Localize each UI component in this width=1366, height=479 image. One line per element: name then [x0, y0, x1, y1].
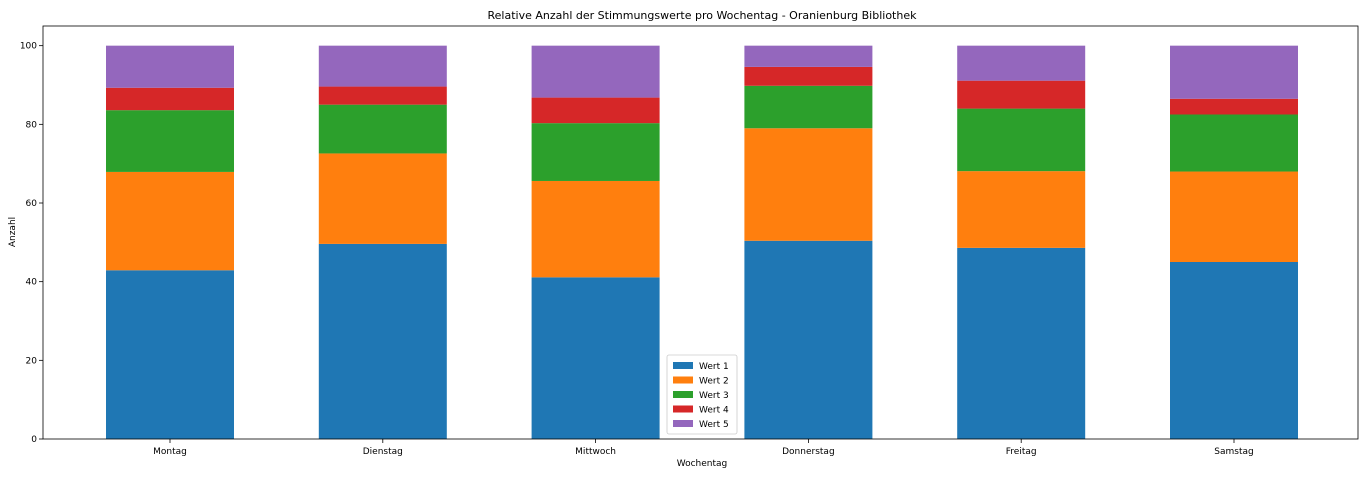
bar-freitag-wert-3	[957, 108, 1086, 172]
legend: Wert 1 Wert 2 Wert 3 Wert 4 Wert 5	[666, 354, 738, 435]
y-axis: 0 20 40 60 80 100	[20, 42, 43, 445]
x-tick-label-montag: Montag	[153, 447, 187, 457]
legend-swatch-wert-3	[673, 391, 693, 398]
bar-dienstag-wert-2	[318, 153, 447, 244]
bar-montag-wert-4	[106, 87, 234, 111]
bar-montag-wert-2	[106, 171, 234, 271]
y-tick-label: 0	[31, 435, 37, 445]
x-tick-label-mittwoch: Mittwoch	[575, 447, 616, 457]
bar-montag-wert-5	[106, 45, 234, 88]
bar-freitag-wert-4	[957, 80, 1086, 109]
bar-freitag-wert-2	[957, 171, 1086, 248]
bar-donnerstag-wert-1	[744, 240, 873, 439]
bar-dienstag-wert-3	[318, 104, 447, 154]
y-tick-label: 40	[26, 278, 38, 288]
bar-montag-wert-3	[106, 110, 234, 172]
y-tick-label: 60	[26, 199, 38, 209]
y-tick-label: 80	[26, 120, 38, 130]
legend-swatch-wert-5	[673, 420, 693, 427]
legend-label-wert-5: Wert 5	[699, 420, 729, 430]
x-tick-label-dienstag: Dienstag	[363, 447, 403, 457]
y-tick-label: 100	[20, 42, 37, 52]
bar-mittwoch-wert-5	[531, 45, 660, 98]
legend-swatch-wert-4	[673, 405, 693, 413]
bar-mittwoch-wert-4	[531, 97, 660, 124]
bar-samstag-wert-5	[1170, 45, 1298, 99]
x-tick-label-freitag: Freitag	[1006, 447, 1037, 457]
legend-swatch-wert-2	[673, 376, 693, 384]
bar-donnerstag-wert-4	[744, 66, 873, 86]
bar-mittwoch-wert-3	[531, 123, 660, 181]
legend-label-wert-4: Wert 4	[699, 406, 729, 416]
plot-area	[106, 45, 1298, 439]
y-axis-label: Anzahl	[8, 217, 18, 247]
bar-freitag-wert-5	[957, 45, 1086, 81]
bar-samstag-wert-4	[1170, 98, 1298, 115]
bar-dienstag-wert-1	[318, 243, 447, 439]
legend-label-wert-3: Wert 3	[699, 391, 729, 401]
bar-mittwoch-wert-2	[531, 180, 660, 278]
bar-mittwoch-wert-1	[531, 277, 660, 439]
chart-title: Relative Anzahl der Stimmungswerte pro W…	[488, 9, 918, 22]
plot-frame	[42, 25, 1359, 440]
bar-freitag-wert-1	[957, 247, 1086, 439]
x-tick-label-donnerstag: Donnerstag	[782, 447, 835, 457]
bar-samstag-wert-3	[1170, 114, 1298, 172]
bar-samstag-wert-2	[1170, 171, 1298, 262]
legend-swatch-wert-1	[673, 362, 693, 369]
bar-donnerstag-wert-2	[744, 128, 873, 241]
bar-donnerstag-wert-3	[744, 85, 873, 129]
y-tick-label: 20	[26, 356, 38, 366]
x-axis-label: Wochentag	[677, 459, 728, 469]
legend-label-wert-2: Wert 2	[699, 377, 729, 387]
legend-label-wert-1: Wert 1	[699, 362, 729, 372]
bar-dienstag-wert-4	[318, 86, 447, 105]
x-tick-label-samstag: Samstag	[1214, 447, 1253, 457]
legend-frame	[666, 354, 738, 435]
bar-donnerstag-wert-5	[744, 45, 873, 67]
x-axis: Montag Dienstag Mittwoch Donnerstag Freitag S…	[153, 439, 1254, 457]
bar-montag-wert-1	[106, 270, 234, 439]
bar-samstag-wert-1	[1170, 262, 1298, 439]
bar-dienstag-wert-5	[318, 45, 447, 87]
